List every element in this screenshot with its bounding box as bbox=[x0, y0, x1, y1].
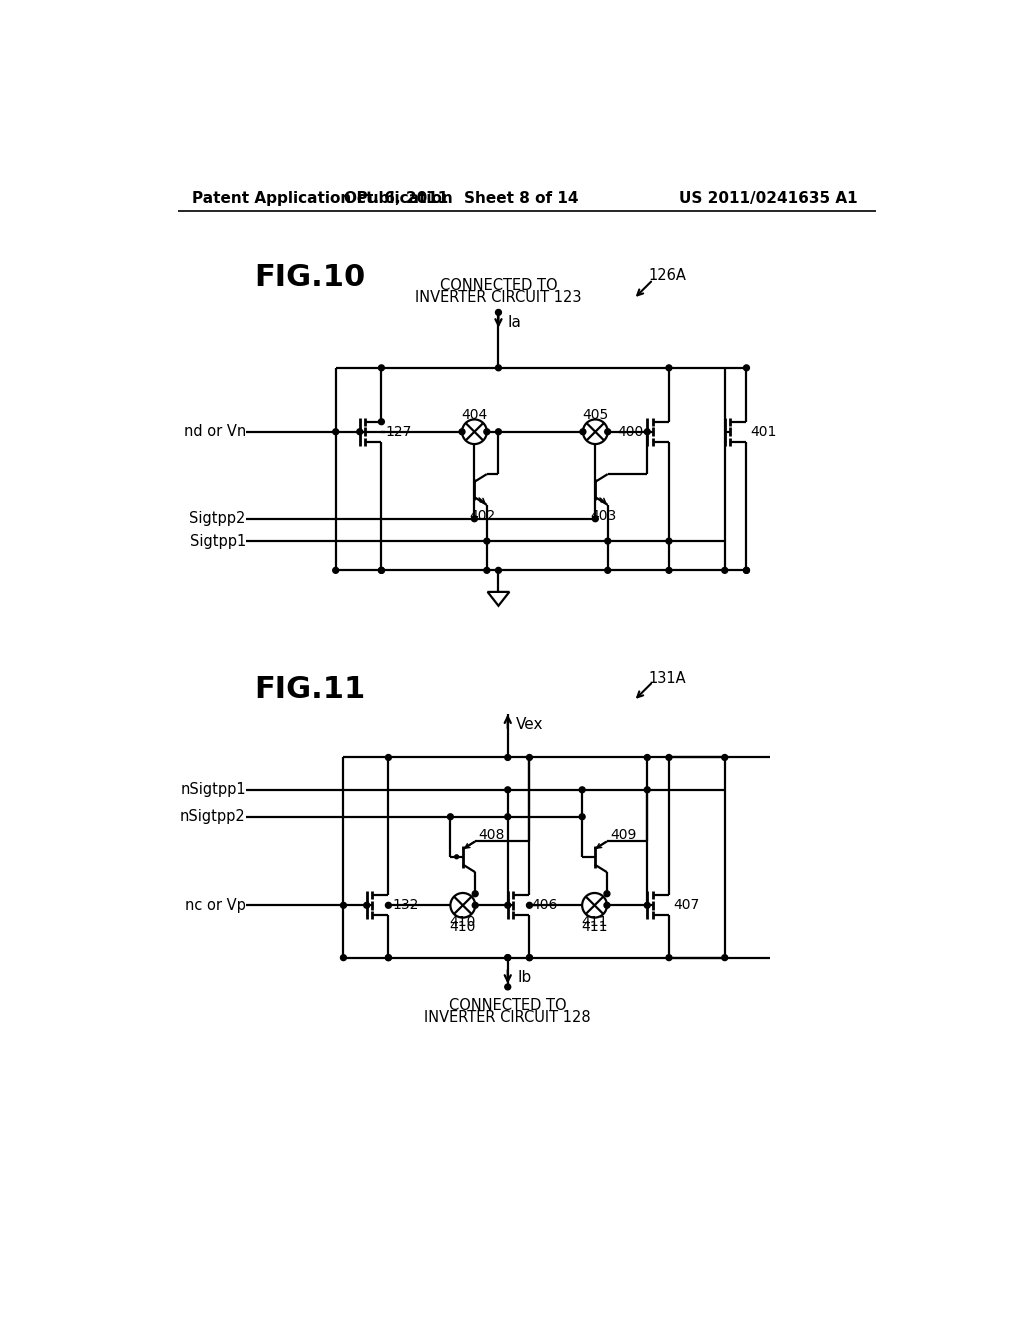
Text: CONNECTED TO: CONNECTED TO bbox=[449, 998, 566, 1012]
Text: Ib: Ib bbox=[517, 970, 531, 985]
Circle shape bbox=[580, 814, 585, 820]
Circle shape bbox=[496, 429, 502, 434]
Text: Sigtpp1: Sigtpp1 bbox=[189, 533, 246, 549]
Text: 132: 132 bbox=[392, 899, 419, 912]
Text: 410: 410 bbox=[450, 920, 476, 933]
Circle shape bbox=[385, 903, 391, 908]
Circle shape bbox=[592, 516, 598, 521]
Circle shape bbox=[471, 516, 477, 521]
Circle shape bbox=[496, 309, 502, 315]
Circle shape bbox=[505, 954, 511, 961]
Text: 402: 402 bbox=[469, 508, 496, 523]
Circle shape bbox=[496, 364, 502, 371]
Circle shape bbox=[447, 814, 454, 820]
Circle shape bbox=[743, 568, 750, 573]
Circle shape bbox=[644, 755, 650, 760]
Circle shape bbox=[666, 954, 672, 961]
Circle shape bbox=[484, 429, 489, 434]
Circle shape bbox=[356, 429, 362, 434]
Text: Ia: Ia bbox=[508, 315, 521, 330]
Text: 131A: 131A bbox=[649, 671, 686, 685]
Text: INVERTER CIRCUIT 128: INVERTER CIRCUIT 128 bbox=[424, 1010, 591, 1026]
Text: FIG.11: FIG.11 bbox=[254, 676, 366, 704]
Circle shape bbox=[666, 539, 672, 544]
Circle shape bbox=[455, 855, 459, 859]
Text: 405: 405 bbox=[583, 408, 608, 422]
Text: 404: 404 bbox=[461, 408, 487, 422]
Circle shape bbox=[379, 418, 384, 425]
Text: US 2011/0241635 A1: US 2011/0241635 A1 bbox=[680, 191, 858, 206]
Circle shape bbox=[743, 568, 750, 573]
Text: FIG.10: FIG.10 bbox=[254, 263, 366, 292]
Circle shape bbox=[341, 903, 346, 908]
Circle shape bbox=[484, 539, 489, 544]
Text: 126A: 126A bbox=[649, 268, 687, 282]
Circle shape bbox=[644, 787, 650, 793]
Circle shape bbox=[385, 954, 391, 961]
Circle shape bbox=[505, 903, 511, 908]
Text: 406: 406 bbox=[531, 899, 558, 912]
Text: 401: 401 bbox=[751, 425, 776, 438]
Circle shape bbox=[604, 891, 610, 896]
Text: nd or Vn: nd or Vn bbox=[183, 424, 246, 440]
Circle shape bbox=[385, 954, 391, 961]
Circle shape bbox=[341, 954, 346, 961]
Circle shape bbox=[722, 568, 728, 573]
Circle shape bbox=[505, 755, 511, 760]
Text: 407: 407 bbox=[673, 899, 699, 912]
Text: Patent Application Publication: Patent Application Publication bbox=[191, 191, 453, 206]
Circle shape bbox=[722, 755, 728, 760]
Circle shape bbox=[385, 755, 391, 760]
Circle shape bbox=[459, 429, 465, 434]
Text: 411: 411 bbox=[582, 920, 608, 933]
Circle shape bbox=[580, 787, 585, 793]
Circle shape bbox=[743, 364, 750, 371]
Circle shape bbox=[379, 364, 384, 371]
Circle shape bbox=[526, 954, 532, 961]
Text: 409: 409 bbox=[610, 828, 637, 842]
Text: 127: 127 bbox=[385, 425, 412, 438]
Text: INVERTER CIRCUIT 123: INVERTER CIRCUIT 123 bbox=[415, 290, 582, 305]
Text: nSigtpp2: nSigtpp2 bbox=[180, 809, 246, 824]
Circle shape bbox=[496, 568, 502, 573]
Circle shape bbox=[644, 429, 650, 434]
Text: 403: 403 bbox=[590, 508, 616, 523]
Circle shape bbox=[505, 954, 511, 961]
Circle shape bbox=[505, 983, 511, 990]
Circle shape bbox=[666, 755, 672, 760]
Circle shape bbox=[379, 568, 384, 573]
Circle shape bbox=[526, 903, 532, 908]
Text: 408: 408 bbox=[478, 828, 505, 842]
Circle shape bbox=[472, 903, 478, 908]
Text: nc or Vp: nc or Vp bbox=[185, 898, 246, 913]
Text: 410: 410 bbox=[450, 915, 476, 929]
Circle shape bbox=[644, 903, 650, 908]
Circle shape bbox=[666, 364, 672, 371]
Circle shape bbox=[722, 954, 728, 961]
Circle shape bbox=[333, 568, 339, 573]
Text: CONNECTED TO: CONNECTED TO bbox=[439, 279, 557, 293]
Circle shape bbox=[472, 891, 478, 896]
Circle shape bbox=[379, 568, 384, 573]
Text: Oct. 6, 2011   Sheet 8 of 14: Oct. 6, 2011 Sheet 8 of 14 bbox=[344, 191, 579, 206]
Text: 400: 400 bbox=[617, 425, 643, 438]
Circle shape bbox=[604, 903, 610, 908]
Text: nSigtpp1: nSigtpp1 bbox=[180, 783, 246, 797]
Circle shape bbox=[505, 814, 511, 820]
Circle shape bbox=[605, 539, 610, 544]
Circle shape bbox=[666, 568, 672, 573]
Text: 411: 411 bbox=[582, 915, 608, 929]
Circle shape bbox=[526, 954, 532, 961]
Circle shape bbox=[526, 755, 532, 760]
Circle shape bbox=[364, 903, 370, 908]
Circle shape bbox=[605, 429, 610, 434]
Text: Sigtpp2: Sigtpp2 bbox=[189, 511, 246, 527]
Circle shape bbox=[505, 787, 511, 793]
Circle shape bbox=[580, 429, 586, 434]
Text: Vex: Vex bbox=[515, 717, 543, 731]
Circle shape bbox=[333, 429, 339, 434]
Circle shape bbox=[605, 568, 610, 573]
Circle shape bbox=[484, 568, 489, 573]
